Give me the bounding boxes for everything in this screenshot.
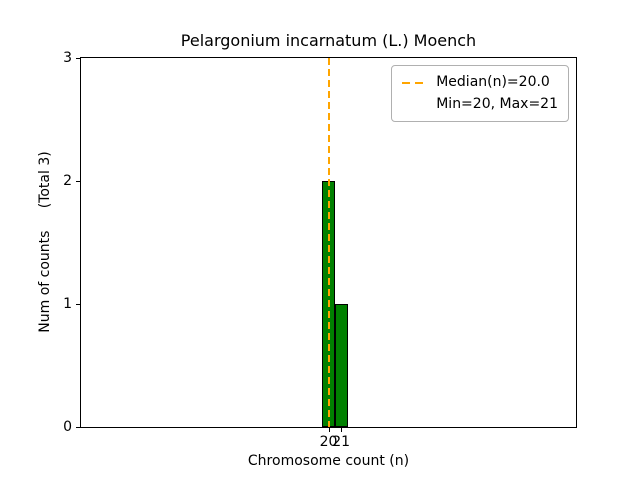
y-tick-mark-1 [76,304,80,305]
x-tick-label-20: 20 [319,434,338,450]
chart-title: Pelargonium incarnatum (L.) Moench [180,31,477,50]
y-tick-mark-3 [76,58,80,59]
y-tick-mark-0 [76,427,80,428]
x-axis-label: Chromosome count (n) [247,453,410,469]
legend-entry-minmax: Min=20, Max=21 [402,94,558,116]
legend-median-dashed-line-sample [402,81,429,84]
y-axis-label: Num of counts (Total 3) [37,151,53,333]
y-tick-label-2: 2 [63,173,72,189]
x-tick-mark-21 [341,428,343,432]
legend-minmax-label: Min=20, Max=21 [436,95,558,112]
y-tick-label-0: 0 [63,419,72,435]
legend-entry-median: Median(n)=20.0 [402,72,558,94]
legend-median-label: Median(n)=20.0 [436,74,550,90]
y-tick-label-3: 3 [63,50,72,66]
y-tick-label-1: 1 [63,296,72,312]
x-tick-label-21: 21 [332,434,351,450]
legend: Median(n)=20.0 Min=20, Max=21 [391,65,569,123]
y-tick-mark-2 [76,181,80,182]
plot-area: Median(n)=20.0 Min=20, Max=21 0 1 2 3 20 21 [63,50,577,450]
median-line [327,58,330,427]
bar-n21 [334,304,348,427]
legend-minmax-sample-spacer [402,104,428,106]
x-tick-mark-20 [328,428,330,432]
